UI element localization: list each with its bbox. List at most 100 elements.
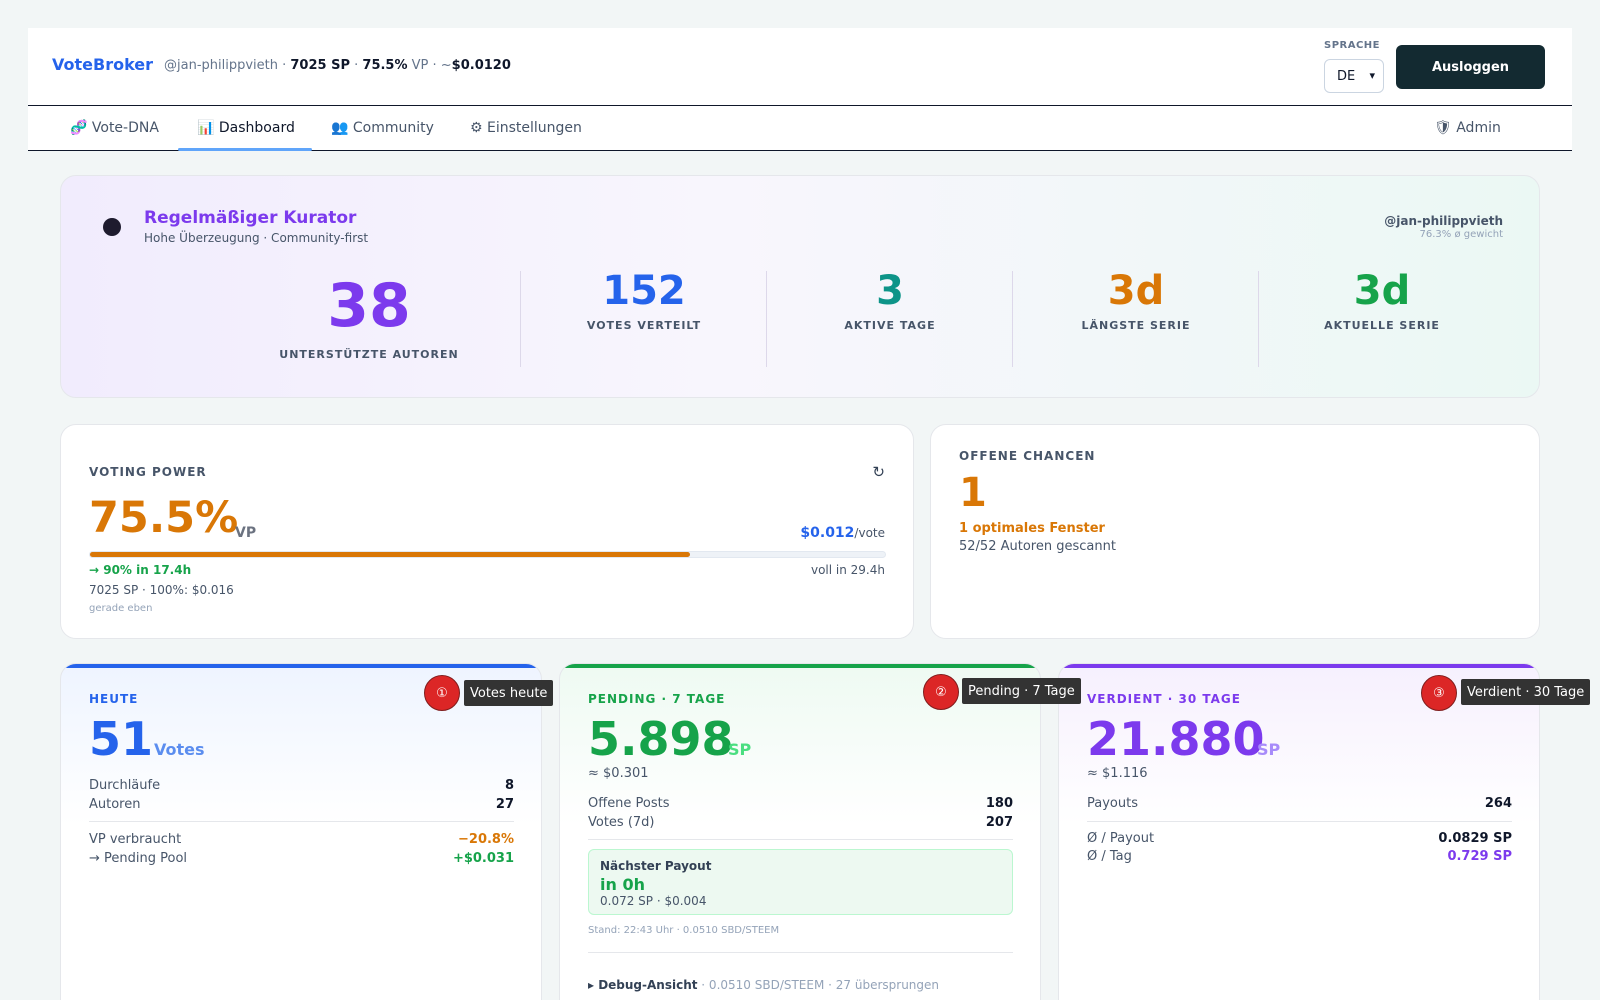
card-accent-bar <box>61 664 541 668</box>
tooltip: Votes heute <box>464 680 554 706</box>
stat-supported-authors: 38 UNTERSTÜTZTE AUTOREN <box>199 276 539 361</box>
stat-label: AKTIVE TAGE <box>844 319 936 332</box>
stat-row: VP verbraucht −20.8% <box>89 832 514 847</box>
earned-sp-unit: SP <box>1257 740 1281 759</box>
stat-label: LÄNGSTE SERIE <box>1081 319 1191 332</box>
curator-type-subtitle: Hohe Überzeugung · Community-first <box>144 231 369 245</box>
tab-dashboard[interactable]: 📊 Dashboard <box>197 120 295 136</box>
steem-power: 7025 SP <box>290 58 350 73</box>
stat-value: 3d <box>1107 268 1165 314</box>
today-label: HEUTE <box>89 692 139 706</box>
voting-power-value: 75.5% <box>89 493 239 543</box>
open-chances-label: OFFENE CHANCEN <box>959 449 1096 463</box>
card-accent-bar <box>1059 664 1539 668</box>
marker-badge[interactable]: ② <box>923 674 959 710</box>
stat-divider <box>1012 271 1013 367</box>
profile-user-handle: @jan-philippvieth <box>1384 214 1503 228</box>
logout-button[interactable]: Ausloggen <box>1396 45 1545 89</box>
stat-row: Ø / Tag 0.729 SP <box>1087 849 1512 864</box>
user-handle: @jan-philippvieth <box>164 58 278 73</box>
tooltip: Verdient · 30 Tage <box>1461 679 1591 705</box>
stat-current-streak: 3d AKTUELLE SERIE <box>1259 271 1505 332</box>
tab-settings[interactable]: ⚙ Einstellungen <box>470 120 582 136</box>
today-votes-unit: Votes <box>154 740 205 759</box>
stat-row: Payouts 264 <box>1087 796 1512 811</box>
stat-label: AKTUELLE SERIE <box>1324 319 1440 332</box>
earned-usd: ≈ $1.116 <box>1087 766 1148 781</box>
pending-label: PENDING · 7 TAGE <box>588 692 726 706</box>
divider <box>89 821 514 822</box>
pending-usd: ≈ $0.301 <box>588 766 649 781</box>
price-timestamp: Stand: 22:43 Uhr · 0.0510 SBD/STEEM <box>588 925 780 936</box>
language-value: DE <box>1337 68 1356 84</box>
tab-vote-dna[interactable]: 🧬 Vote-DNA <box>70 120 159 136</box>
next-payout-title: Nächster Payout <box>600 859 712 873</box>
divider <box>588 839 1013 840</box>
tooltip: Pending · 7 Tage <box>962 678 1081 704</box>
stat-row: Durchläufe 8 <box>89 778 514 793</box>
pending-card: PENDING · 7 TAGE 5.898 SP ≈ $0.301 Offen… <box>559 663 1041 1000</box>
next-payout-box: Nächster Payout in 0h 0.072 SP · $0.004 <box>588 849 1013 915</box>
next-threshold-eta: → 90% in 17.4h <box>89 563 192 577</box>
stat-active-days: 3 AKTIVE TAGE <box>767 271 1013 332</box>
full-recharge-eta: voll in 29.4h <box>810 563 885 577</box>
stat-row: Votes (7d) 207 <box>588 815 1013 830</box>
brand-logo[interactable]: VoteBroker <box>52 55 154 74</box>
average-weight: 76.3% ø gewicht <box>1419 229 1503 240</box>
app-header: VoteBroker @jan-philippvieth · 7025 SP ·… <box>28 28 1572 106</box>
stat-label: UNTERSTÜTZTE AUTOREN <box>279 348 459 361</box>
vote-value: $0.0120 <box>451 58 511 73</box>
voting-power-bar <box>89 551 886 558</box>
stat-row: Autoren 27 <box>89 797 514 812</box>
earned-label: VERDIENT · 30 TAGE <box>1087 692 1241 706</box>
chevron-down-icon: ▾ <box>1369 69 1375 82</box>
voting-power-unit: VP <box>235 525 257 541</box>
today-card: HEUTE 51 Votes Durchläufe 8 Autoren 27 VP … <box>60 663 542 1000</box>
profile-dot-icon <box>103 218 121 236</box>
next-payout-eta: in 0h <box>600 875 645 894</box>
voting-power-card: VOTING POWER ↻ 75.5% VP $0.012/vote → 90… <box>60 424 914 639</box>
value-per-vote: $0.012/vote <box>800 525 885 541</box>
curator-type-title: Regelmäßiger Kurator <box>144 208 357 228</box>
stat-divider <box>766 271 767 367</box>
voting-power-label: VOTING POWER <box>89 465 207 479</box>
stat-votes-distributed: 152 VOTES VERTEILT <box>521 271 767 332</box>
voting-power-bar-fill <box>90 552 691 557</box>
language-select[interactable]: DE ▾ <box>1324 59 1384 93</box>
active-tab-indicator <box>178 148 312 151</box>
stat-row: Ø / Payout 0.0829 SP <box>1087 831 1512 846</box>
curator-profile-card: Regelmäßiger Kurator Hohe Überzeugung · … <box>60 175 1540 398</box>
stat-divider <box>520 271 521 367</box>
marker-badge[interactable]: ③ <box>1421 675 1457 711</box>
card-accent-bar <box>560 664 1040 668</box>
stat-value: 38 <box>327 271 411 341</box>
pending-sp-unit: SP <box>728 740 752 759</box>
voting-power-meta: 7025 SP · 100%: $0.016 <box>89 583 234 597</box>
next-payout-amount: 0.072 SP · $0.004 <box>600 894 707 908</box>
language-label: SPRACHE <box>1324 40 1381 51</box>
tab-admin[interactable]: 🛡 Admin <box>1434 120 1501 136</box>
optimal-window-text: 1 optimales Fenster <box>959 521 1105 536</box>
tab-community[interactable]: 👥 Community <box>331 120 434 136</box>
last-updated: gerade eben <box>89 603 153 614</box>
stat-longest-streak: 3d LÄNGSTE SERIE <box>1013 271 1259 332</box>
stat-row: Offene Posts 180 <box>588 796 1013 811</box>
stat-divider <box>1258 271 1259 367</box>
main-nav: 🧬 Vote-DNA 📊 Dashboard 👥 Community ⚙ Ein… <box>28 106 1572 151</box>
account-summary: @jan-philippvieth · 7025 SP · 75.5% VP ·… <box>164 58 511 73</box>
refresh-icon[interactable]: ↻ <box>872 463 885 481</box>
stat-row: → Pending Pool +$0.031 <box>89 851 514 866</box>
divider <box>1087 821 1512 822</box>
marker-badge[interactable]: ① <box>424 675 460 711</box>
open-chances-value: 1 <box>959 470 987 516</box>
open-chances-card: OFFENE CHANCEN 1 1 optimales Fenster 52/… <box>930 424 1540 639</box>
stat-value: 3 <box>876 268 904 314</box>
stat-label: VOTES VERTEILT <box>586 319 702 332</box>
earned-sp-value: 21.880 <box>1087 712 1265 766</box>
debug-view-toggle[interactable]: ▸ Debug-Ansicht · 0.0510 SBD/STEEM · 27 … <box>588 978 940 992</box>
today-votes-value: 51 <box>89 712 154 766</box>
divider <box>588 952 1013 953</box>
earned-card: VERDIENT · 30 TAGE 21.880 SP ≈ $1.116 Pa… <box>1058 663 1540 1000</box>
pending-sp-value: 5.898 <box>588 712 734 766</box>
stat-value: 3d <box>1353 268 1411 314</box>
